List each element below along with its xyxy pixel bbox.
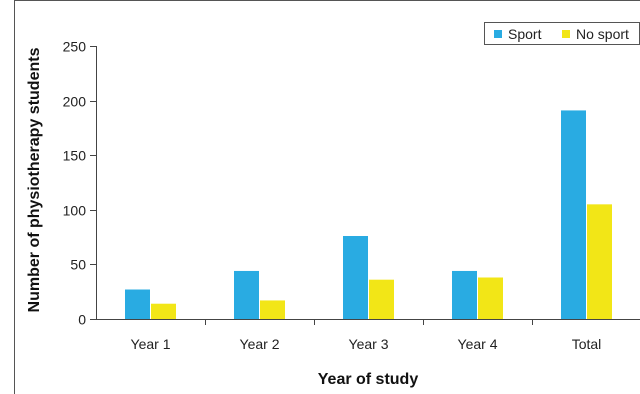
x-tick-label: Year 1: [131, 336, 171, 352]
legend-swatch: [494, 30, 502, 38]
y-tick-label: 250: [63, 39, 87, 55]
x-tick-label: Year 2: [240, 336, 280, 352]
x-axis-title: Year of study: [318, 371, 419, 388]
bar-no-sport: [151, 303, 176, 319]
legend-label: No sport: [576, 26, 629, 42]
y-axis-title: Number of physiotherapy students: [26, 47, 43, 312]
legend: Sport No sport: [484, 22, 640, 45]
bar-no-sport: [369, 279, 394, 319]
y-axis: 0 50 100 150 200 250: [63, 39, 97, 328]
x-tick-label: Total: [572, 336, 602, 352]
bar-sport: [125, 289, 150, 319]
bar-sport: [343, 236, 368, 319]
legend-swatch: [562, 30, 570, 38]
y-tick-label: 0: [78, 312, 86, 328]
x-tick-label: Year 4: [458, 336, 498, 352]
y-tick-label: 200: [63, 94, 87, 110]
bar-sport: [234, 270, 259, 319]
bar-no-sport: [587, 204, 612, 319]
bar-no-sport: [260, 300, 285, 319]
x-axis: Year 1 Year 2 Year 3 Year 4 Total: [96, 319, 640, 352]
bar-sport: [452, 270, 477, 319]
x-tick-label: Year 3: [349, 336, 389, 352]
bar-no-sport: [478, 277, 503, 319]
bar-sport: [561, 110, 586, 319]
bars: [125, 110, 612, 319]
y-tick-label: 50: [70, 257, 86, 273]
y-tick-label: 100: [63, 203, 87, 219]
y-tick-label: 150: [63, 148, 87, 164]
legend-label: Sport: [508, 26, 542, 42]
